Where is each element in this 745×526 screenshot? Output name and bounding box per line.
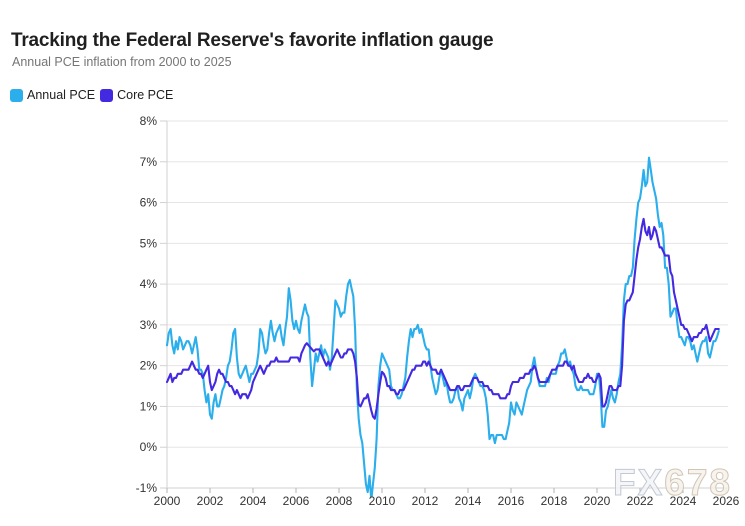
x-axis-label: 2016 <box>498 494 525 508</box>
y-axis-label: -1% <box>136 481 158 495</box>
annual-pce-line <box>165 156 720 497</box>
x-axis-label: 2008 <box>326 494 353 508</box>
legend-label: Annual PCE <box>27 88 96 102</box>
page-title: Tracking the Federal Reserve's favorite … <box>11 30 494 51</box>
series-group <box>165 156 720 497</box>
x-axis-label: 2026 <box>713 494 740 508</box>
x-axis-label: 2002 <box>197 494 224 508</box>
core-pce-swatch-icon <box>100 88 114 102</box>
x-axis-label: 2006 <box>283 494 310 508</box>
x-axis-label: 2020 <box>584 494 611 508</box>
x-axis-label: 2018 <box>541 494 568 508</box>
y-axis-label: 5% <box>140 236 158 250</box>
x-axis-label: 2014 <box>455 494 482 508</box>
y-axis-label: 1% <box>140 399 158 413</box>
chart-subtitle: Annual PCE inflation from 2000 to 2025 <box>12 55 232 69</box>
y-axis-label: 6% <box>140 196 158 210</box>
x-axis-label: 2024 <box>670 494 697 508</box>
y-axis-label: 7% <box>140 155 158 169</box>
y-axis-label: 4% <box>140 277 158 291</box>
legend: Annual PCE Core PCE <box>10 88 178 102</box>
y-axis-label: 2% <box>140 359 158 373</box>
x-axis-label: 2022 <box>627 494 654 508</box>
core-pce-line <box>165 217 720 420</box>
annual-pce-swatch-icon <box>10 88 23 102</box>
legend-item-core-pce[interactable]: Core PCE <box>100 88 173 102</box>
x-axis-label: 2000 <box>154 494 181 508</box>
y-axis-label: 3% <box>140 318 158 332</box>
legend-item-annual-pce[interactable]: Annual PCE <box>10 88 95 102</box>
x-axis-label: 2010 <box>369 494 396 508</box>
legend-label: Core PCE <box>117 88 174 102</box>
y-axis-label: 0% <box>140 440 158 454</box>
x-axis-label: 2004 <box>240 494 267 508</box>
x-axis-label: 2012 <box>412 494 439 508</box>
watermark-text: FX678 <box>613 462 732 503</box>
y-axis-label: 8% <box>140 114 158 128</box>
